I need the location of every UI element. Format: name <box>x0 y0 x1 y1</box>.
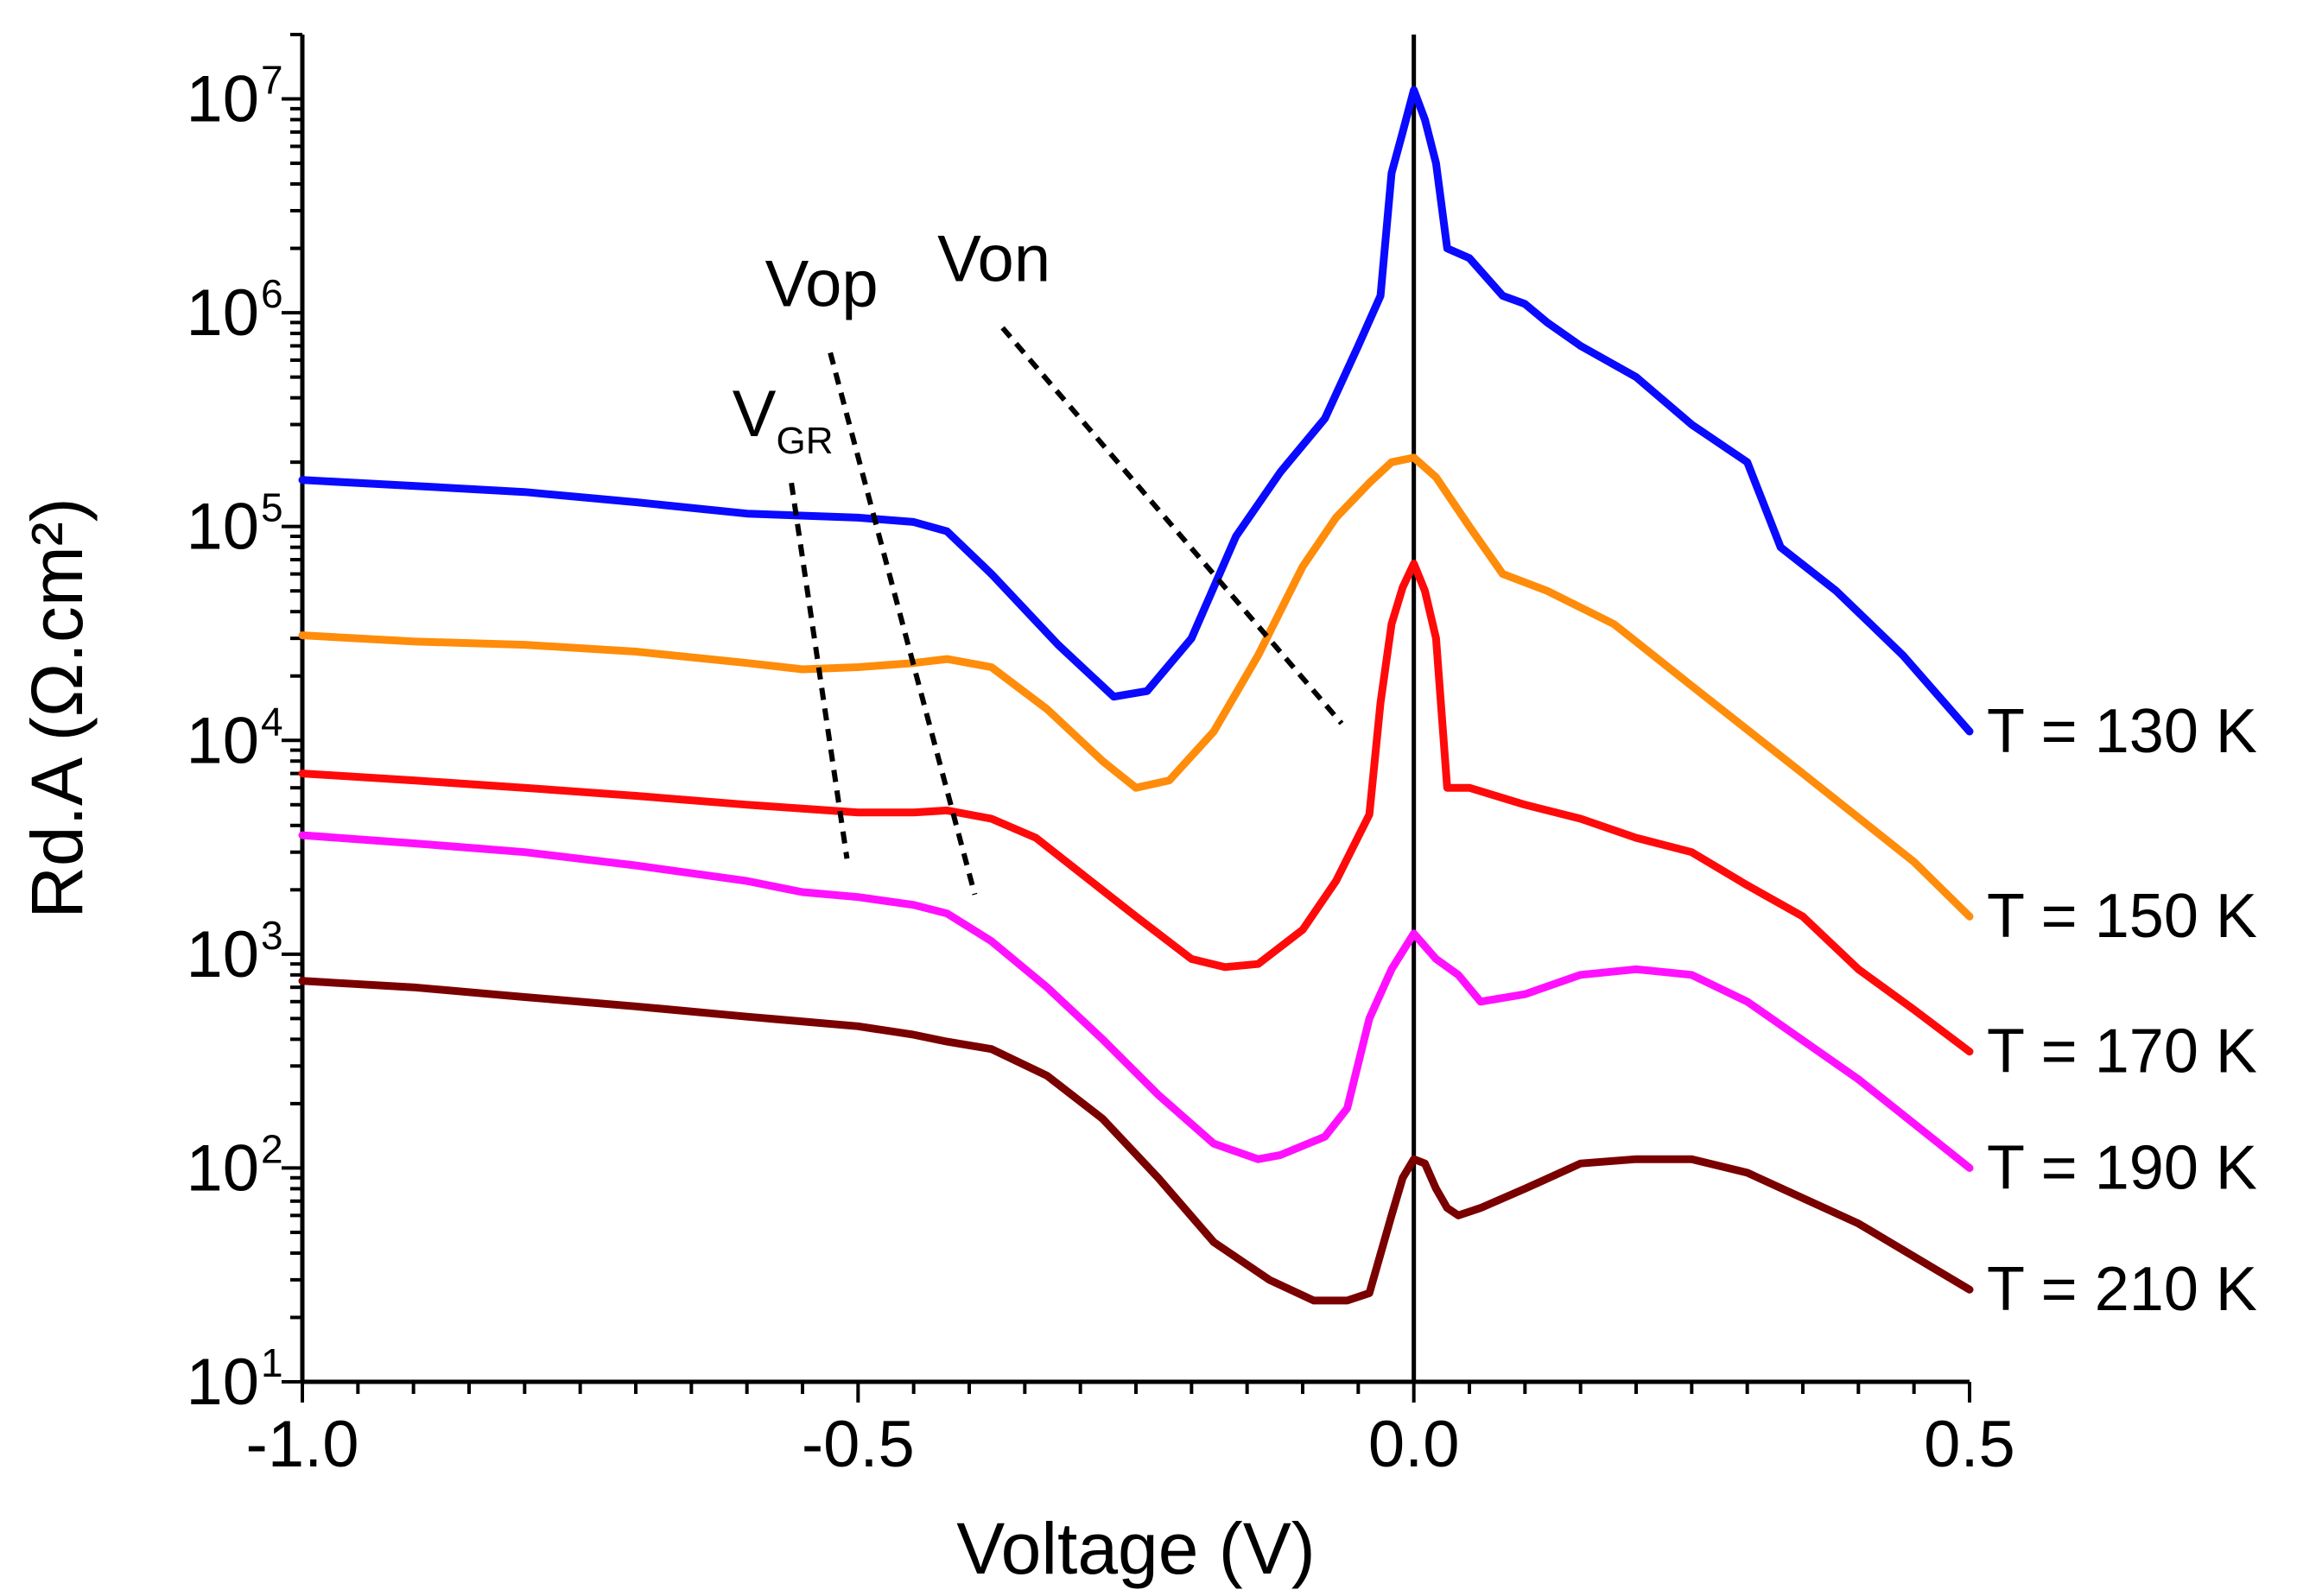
annotation-label: Von <box>937 223 1050 296</box>
annotations: VGR Vop Von <box>733 223 1344 896</box>
x-tick-label: -1.0 <box>246 1408 359 1481</box>
series-line <box>298 977 1974 1305</box>
y-axis-title: Rd.A (Ω.cm²) <box>16 497 98 918</box>
y-tick-label-exp: 2 <box>261 1126 283 1171</box>
series-label: T = 150 K <box>1987 882 2257 951</box>
series-line <box>298 86 1974 736</box>
x-axis-title: Voltage (V) <box>956 1508 1316 1589</box>
series-label: T = 170 K <box>1987 1017 2257 1086</box>
y-tick-label-exp: 6 <box>261 271 283 316</box>
series-group <box>298 86 1974 1305</box>
y-tick-label-base: 10 <box>186 276 259 350</box>
annotation-label: VGR <box>733 377 834 462</box>
annotation-dashed-line <box>789 482 850 859</box>
series-label: T = 130 K <box>1987 697 2257 766</box>
annotation-dashed-line <box>828 352 978 896</box>
annotation-label: Vop <box>765 247 879 320</box>
series-line <box>298 831 1974 1172</box>
annotation-dashed-line <box>1000 326 1344 725</box>
y-tick-label-base: 10 <box>186 1346 259 1419</box>
y-tick-label-exp: 3 <box>261 913 283 958</box>
series-labels: T = 130 K T = 150 K T = 170 K T = 190 K T = … <box>1987 697 2257 1324</box>
x-tick-label: 0.0 <box>1368 1408 1460 1481</box>
annotation-label-subscript: GR <box>776 420 833 462</box>
y-tick-label-exp: 1 <box>261 1340 283 1385</box>
series-label: T = 190 K <box>1987 1133 2257 1202</box>
y-tick-label-exp: 4 <box>261 699 283 744</box>
y-tick-label-exp: 7 <box>261 58 283 103</box>
x-tick-label: -0.5 <box>802 1408 915 1481</box>
y-tick-label-base: 10 <box>186 1131 259 1205</box>
y-tick-label-base: 10 <box>186 704 259 777</box>
x-tick-label: 0.5 <box>1924 1408 2015 1481</box>
series-label: T = 210 K <box>1987 1255 2257 1324</box>
series-line <box>298 560 1974 1056</box>
x-ticks: -1.0 -0.5 0.0 0.5 <box>246 1382 2015 1481</box>
series-line <box>298 453 1974 921</box>
y-tick-label-exp: 5 <box>261 485 283 530</box>
y-tick-label-base: 10 <box>186 491 259 564</box>
y-tick-label-base: 10 <box>186 918 259 991</box>
y-tick-label-base: 10 <box>186 63 259 136</box>
